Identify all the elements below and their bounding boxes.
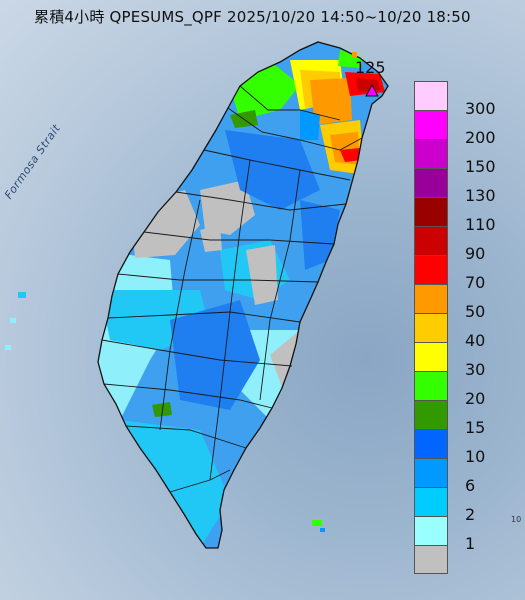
legend-swatch xyxy=(414,168,448,197)
legend-swatch xyxy=(414,284,448,313)
legend-label: 90 xyxy=(465,244,486,263)
legend-label: 10 xyxy=(465,447,486,466)
legend-swatch xyxy=(414,313,448,342)
legend-label: 40 xyxy=(465,331,486,350)
legend-swatch xyxy=(414,487,448,516)
legend-swatch xyxy=(414,342,448,371)
legend-label: 1 xyxy=(465,534,476,553)
legend-label: 30 xyxy=(465,360,486,379)
legend-label: 150 xyxy=(465,157,496,176)
legend-label: 6 xyxy=(465,476,476,495)
color-legend xyxy=(414,81,448,574)
legend-swatch xyxy=(414,371,448,400)
county-boundaries xyxy=(101,85,363,493)
offshore-speck xyxy=(320,528,325,532)
taiwan-outline xyxy=(97,41,389,549)
legend-label: 200 xyxy=(465,128,496,147)
legend-swatch xyxy=(414,545,448,574)
legend-label: 70 xyxy=(465,273,486,292)
legend-swatch xyxy=(414,197,448,226)
max-value-label: 125 xyxy=(355,58,386,77)
legend-swatch xyxy=(414,516,448,545)
legend-swatch xyxy=(414,226,448,255)
corner-label: 10 xyxy=(511,515,522,524)
max-marker-icon xyxy=(365,83,379,97)
offshore-speck xyxy=(352,52,357,57)
legend-swatch xyxy=(414,458,448,487)
legend-label: 2 xyxy=(465,505,476,524)
legend-label: 15 xyxy=(465,418,486,437)
legend-label: 300 xyxy=(465,99,496,118)
legend-swatch xyxy=(414,139,448,168)
legend-label: 50 xyxy=(465,302,486,321)
legend-swatch xyxy=(414,400,448,429)
offshore-speck xyxy=(312,520,322,526)
rainfall-patches xyxy=(98,50,385,548)
legend-label: 130 xyxy=(465,186,496,205)
legend-label: 20 xyxy=(465,389,486,408)
legend-swatch xyxy=(414,429,448,458)
map-title: 累積4小時 QPESUMS_QPF 2025/10/20 14:50~10/20… xyxy=(34,8,471,26)
offshore-speck xyxy=(18,292,26,298)
offshore-speck xyxy=(5,345,11,350)
legend-swatch xyxy=(414,110,448,139)
offshore-speck xyxy=(10,318,16,323)
legend-swatch xyxy=(414,81,448,110)
legend-label: 110 xyxy=(465,215,496,234)
legend-swatch xyxy=(414,255,448,284)
